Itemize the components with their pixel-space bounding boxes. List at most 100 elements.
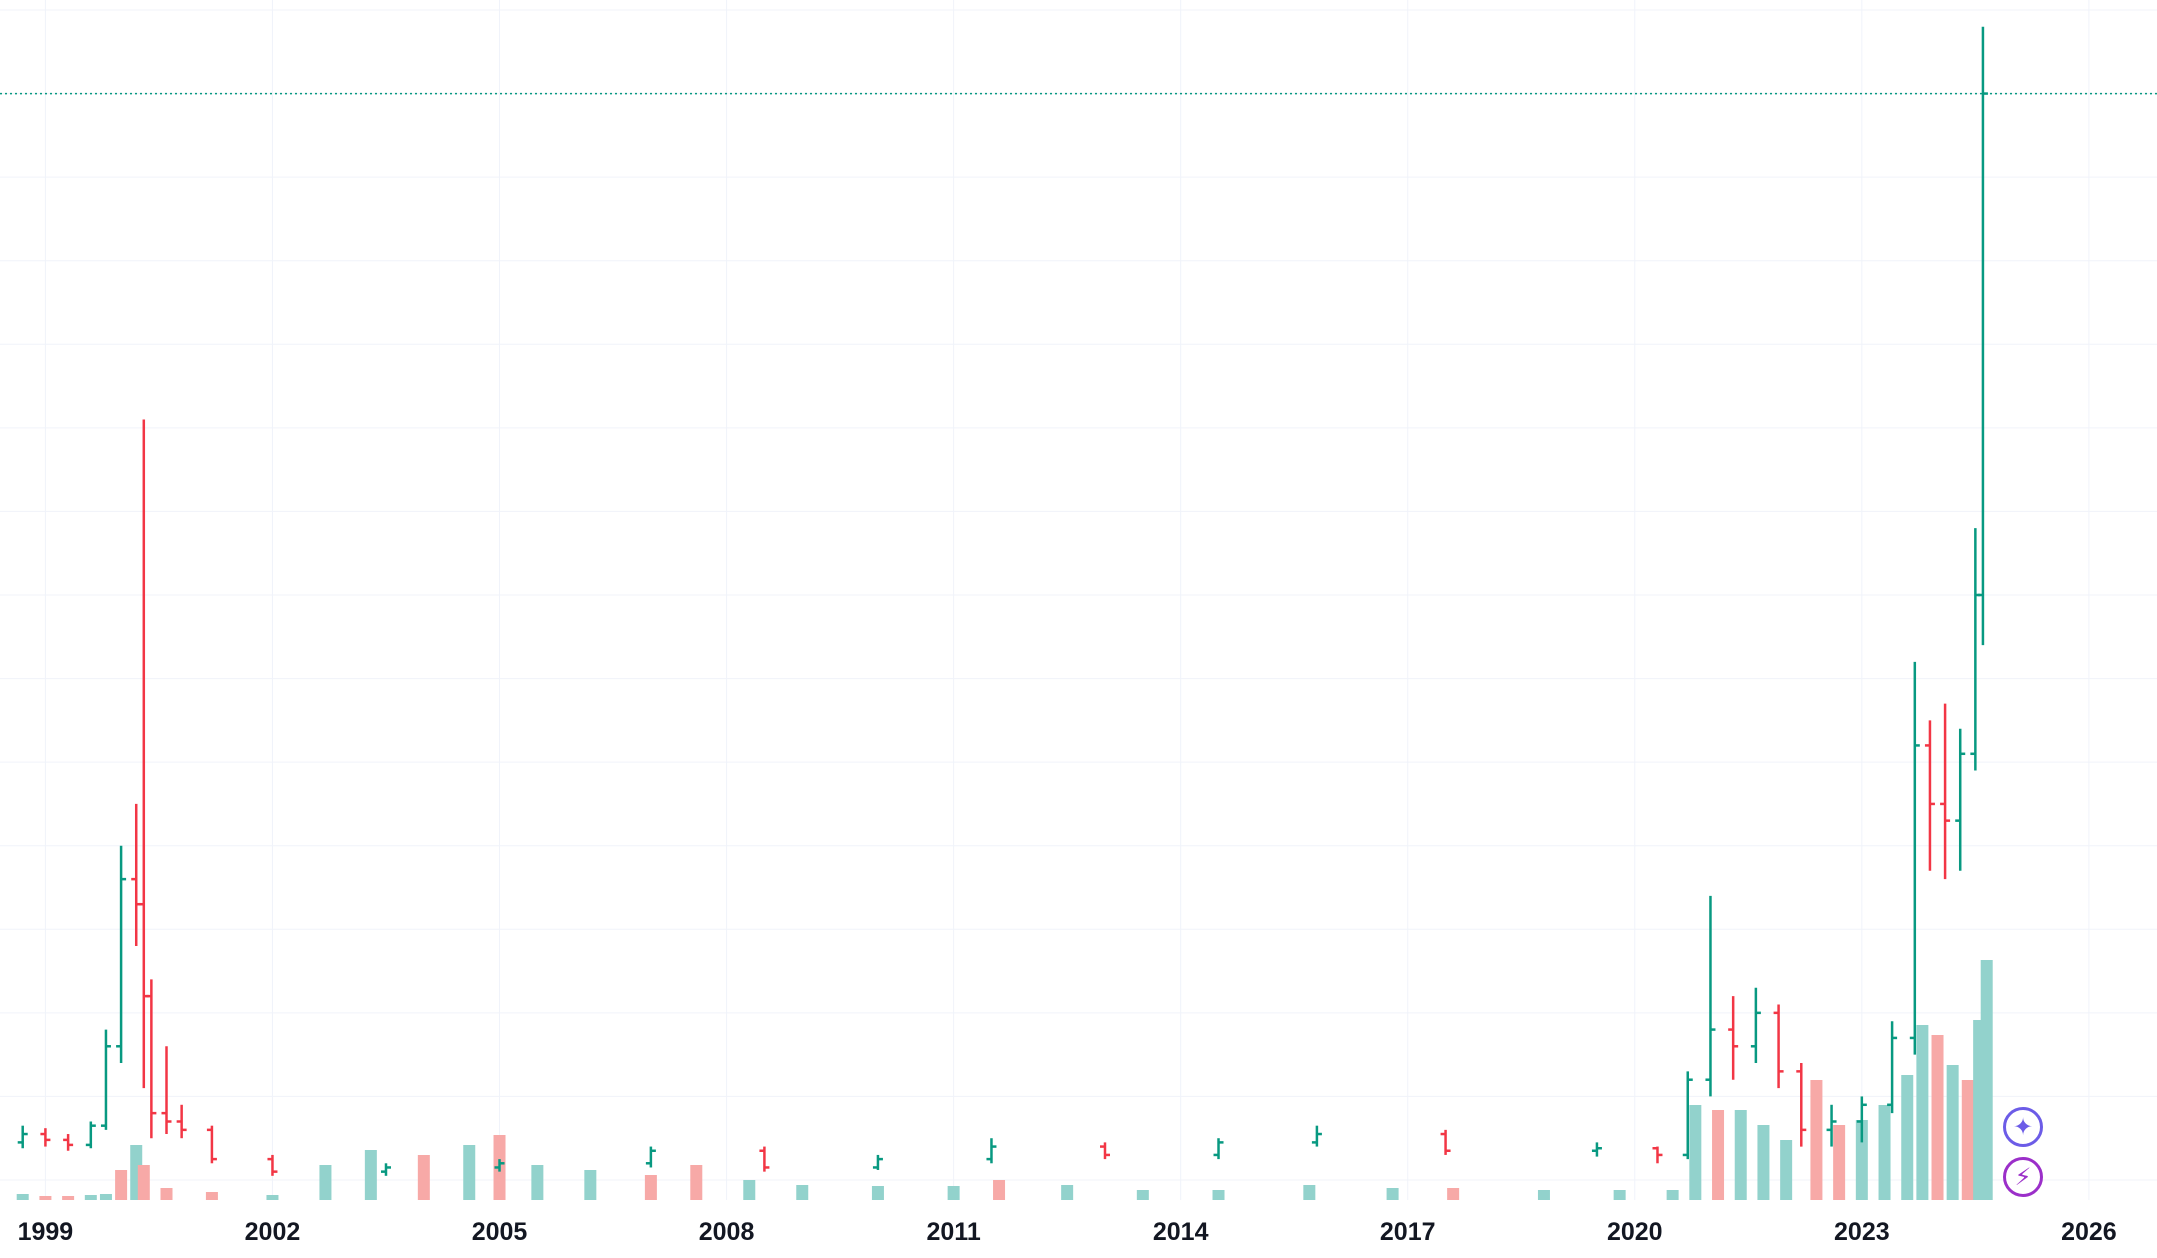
x-tick-label: 1999 [18,1218,74,1246]
ohlc-bar [116,845,127,1063]
volume-bars [16,960,1993,1200]
volume-bar [1734,1110,1747,1200]
volume-bar [1931,1035,1944,1200]
ohlc-bar [1955,728,1966,871]
volume-bar [16,1194,29,1200]
ohlc-bar [85,1121,96,1149]
volume-bar [1303,1185,1316,1200]
volume-bar [84,1195,97,1200]
ohlc-bar [1591,1142,1602,1157]
x-axis: 1999 2002 2005 2008 2011 2014 2017 2020 2023 2026 [18,1218,2117,1246]
ohlc-bar [1213,1138,1224,1160]
ohlc-bar [1909,661,1920,1055]
volume-bar [417,1155,430,1200]
ohlc-bar [1924,720,1935,871]
volume-bar [1386,1188,1399,1200]
volume-bar [1833,1125,1846,1200]
x-tick-label: 2002 [245,1218,301,1246]
volume-bar [1447,1188,1460,1200]
ohlc-bar [146,979,157,1139]
volume-bar [1212,1190,1225,1200]
ohlc-bar [986,1138,997,1164]
volume-bar [1613,1190,1626,1200]
volume-bar [160,1188,173,1200]
volume-bar [115,1170,128,1200]
volume-bar [584,1170,597,1200]
ohlc-bar [1705,895,1716,1097]
ohlc-bar [1728,996,1739,1080]
volume-bar [62,1196,75,1200]
bolt-icon[interactable]: ⚡ [2003,1157,2043,1197]
volume-bar [319,1165,332,1200]
ohlc-bar [1440,1129,1451,1155]
ohlc-bar [100,1029,111,1130]
volume-bar [1537,1190,1550,1200]
volume-bar [1712,1110,1725,1200]
x-tick-label: 2020 [1607,1218,1663,1246]
volume-bar [947,1186,960,1200]
volume-bar [39,1196,52,1200]
volume-bar [1961,1080,1974,1200]
x-tick-label: 2023 [1834,1218,1890,1246]
volume-bar [743,1180,756,1200]
volume-bar [690,1165,703,1200]
x-tick-label: 2014 [1153,1218,1209,1246]
volume-bar [993,1180,1006,1200]
volume-bar [796,1185,809,1200]
ohlc-bar [494,1159,505,1172]
ohlc-bar [380,1163,391,1176]
volume-bar [463,1145,476,1200]
ohlc-bar [1887,1021,1898,1114]
ohlc-bar [1940,703,1951,880]
ohlc-bar [759,1146,770,1172]
volume-bar [137,1165,150,1200]
x-tick-label: 2008 [699,1218,755,1246]
ohlc-bar [161,1046,172,1135]
ohlc-bar [206,1125,217,1164]
ohlc-bar [138,419,149,1089]
volume-bar [1855,1120,1868,1200]
ohlc-bar [1826,1104,1837,1147]
volume-bar [1689,1105,1702,1200]
volume-bar [1666,1190,1679,1200]
volume-bar [1916,1025,1929,1200]
ohlc-bars [17,26,1988,1176]
ohlc-bar [63,1134,74,1151]
ohlc-bar [267,1154,278,1176]
ohlc-bar [1750,987,1761,1063]
grid-lines [0,0,2157,1200]
volume-bar [99,1194,112,1200]
ohlc-bar [1311,1125,1322,1147]
ohlc-bar [872,1154,883,1170]
ohlc-bar [176,1104,187,1139]
ohlc-bar [1977,26,1988,646]
volume-bar [1780,1140,1793,1200]
volume-bar [1980,960,1993,1200]
ohlc-bar [1682,1071,1693,1160]
ohlc-bar [1796,1063,1807,1147]
volume-bar [205,1192,218,1200]
ohlc-bar [1970,528,1981,771]
ohlc-bar [131,803,142,946]
ohlc-bar [645,1146,656,1168]
x-tick-label: 2017 [1380,1218,1436,1246]
ohlc-bar [1773,1004,1784,1089]
volume-bar [1136,1190,1149,1200]
x-tick-label: 2005 [472,1218,528,1246]
volume-bar [364,1150,377,1200]
ohlc-bar [17,1125,28,1149]
volume-bar [644,1175,657,1200]
volume-bar [871,1186,884,1200]
ohlc-bar [40,1128,51,1147]
volume-bar [1946,1065,1959,1200]
x-tick-label: 2026 [2061,1218,2117,1246]
volume-bar [1757,1125,1770,1200]
volume-bar [1901,1075,1914,1200]
ohlc-bar [1856,1096,1867,1143]
ohlc-bar [1099,1142,1110,1160]
volume-bar [266,1195,279,1200]
spark-icon[interactable]: ✦ [2003,1107,2043,1147]
volume-bar [1878,1105,1891,1200]
